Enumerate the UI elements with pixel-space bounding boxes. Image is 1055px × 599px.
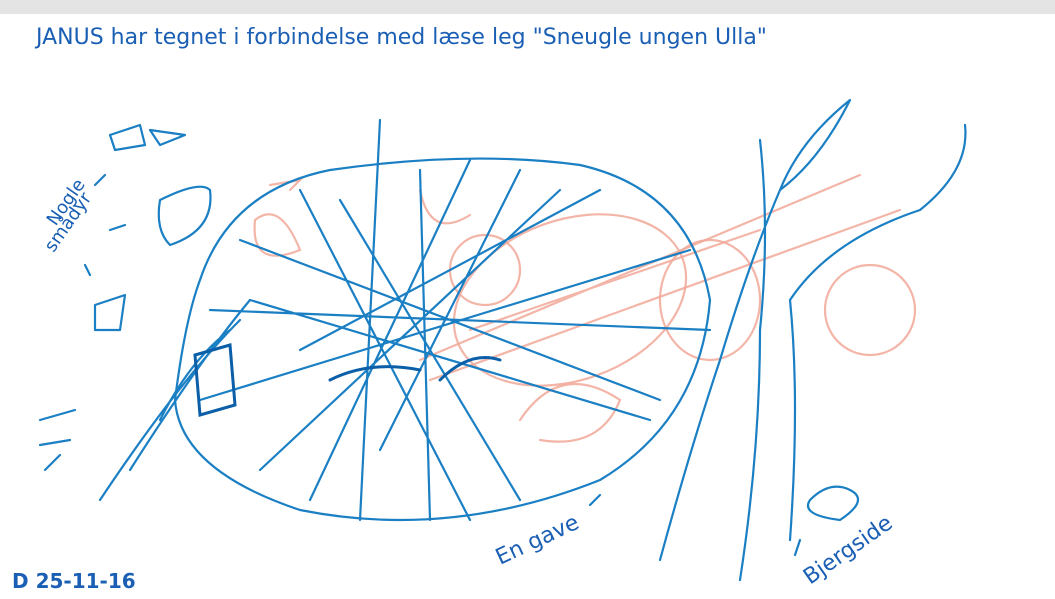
drawing: JANUS har tegnet i forbindelse med læse … (0, 0, 1055, 599)
scan-edge (0, 0, 1055, 14)
caption: JANUS har tegnet i forbindelse med læse … (34, 25, 767, 50)
date: D 25-11-16 (12, 569, 136, 593)
